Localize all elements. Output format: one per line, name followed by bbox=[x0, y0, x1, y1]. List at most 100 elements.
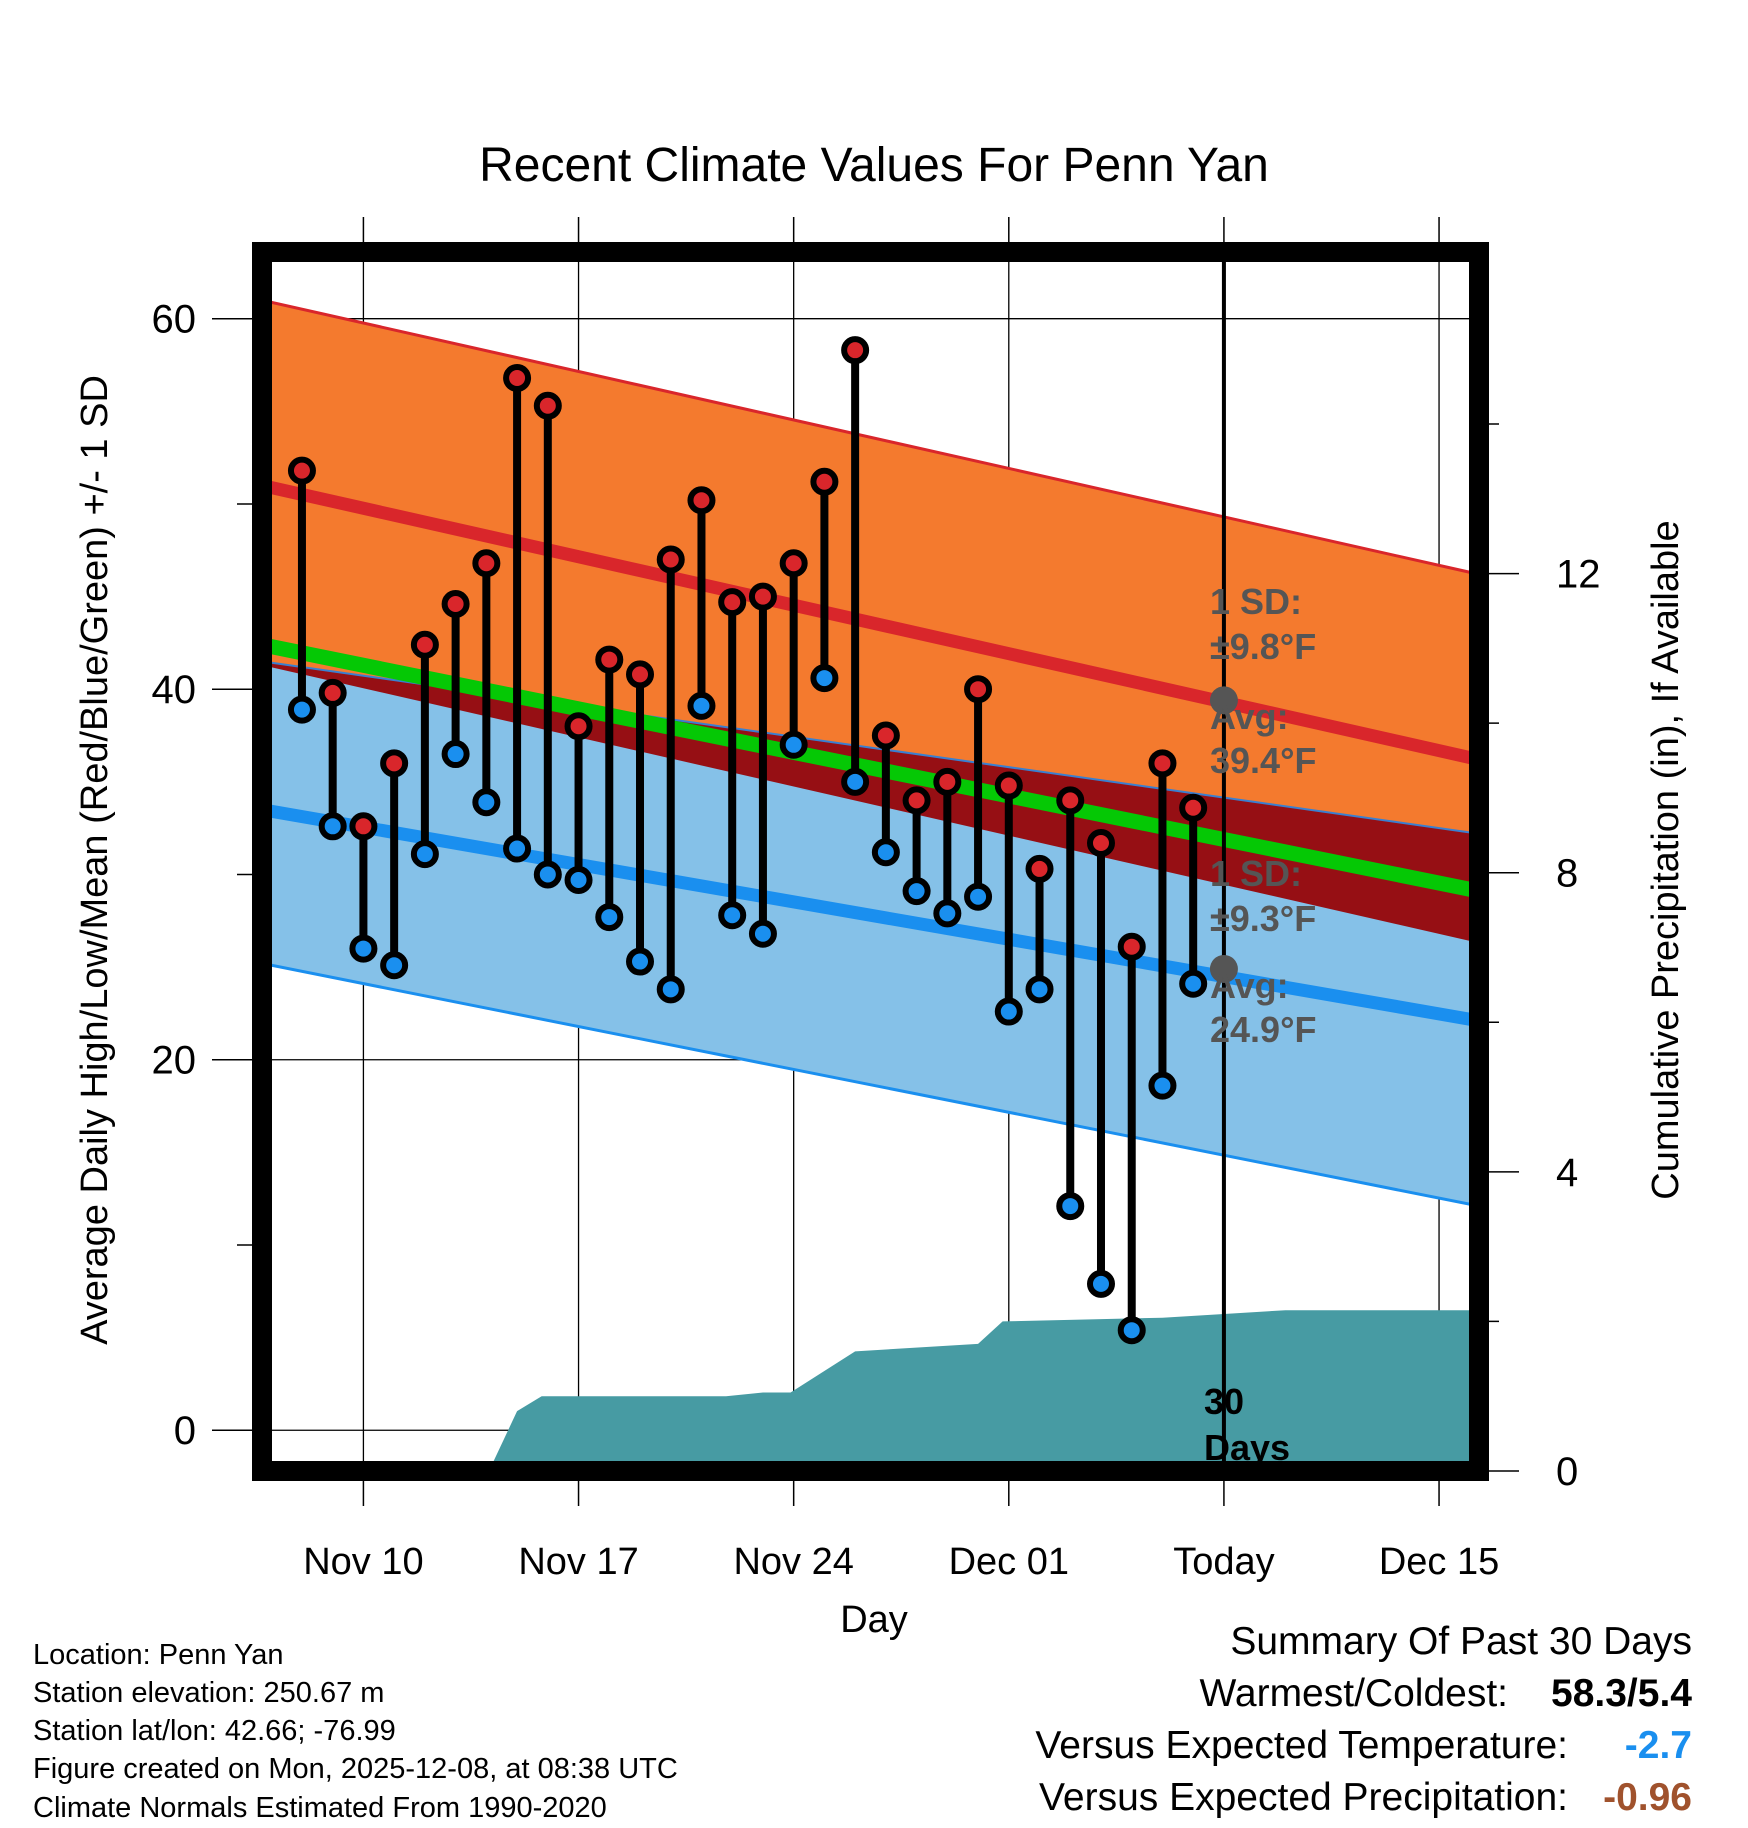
high-point-20 bbox=[902, 786, 931, 815]
low-point-19 bbox=[871, 838, 900, 867]
precip-cumulative-area bbox=[262, 1310, 1479, 1471]
x-tick-label-0: Nov 10 bbox=[303, 1541, 423, 1583]
low-point-2 bbox=[349, 934, 378, 963]
low-point-12 bbox=[656, 975, 685, 1004]
low-point-6 bbox=[472, 788, 501, 817]
station-location: Location: Penn Yan bbox=[33, 1639, 284, 1671]
low-point-29 bbox=[1179, 969, 1208, 998]
high-point-14 bbox=[718, 588, 747, 617]
x-tick-label-4: Today bbox=[1173, 1541, 1274, 1583]
low-avg-label: Avg: bbox=[1210, 965, 1289, 1006]
y2-axis-label: Cumulative Precipitation (in), If Availa… bbox=[1645, 520, 1687, 1199]
y2-tick-label-0: 0 bbox=[1556, 1450, 1578, 1494]
high-point-0 bbox=[287, 456, 316, 485]
low-point-0 bbox=[287, 695, 316, 724]
precip-anomaly-value: -0.96 bbox=[1603, 1776, 1692, 1819]
low-sd-value: ±9.3°F bbox=[1210, 898, 1316, 939]
high-point-23 bbox=[994, 771, 1023, 800]
high-point-10 bbox=[595, 645, 624, 674]
low-point-27 bbox=[1117, 1316, 1146, 1345]
y2-tick-label-3: 12 bbox=[1556, 553, 1601, 597]
x-tick-label-3: Dec 01 bbox=[949, 1541, 1069, 1583]
high-point-17 bbox=[810, 467, 839, 496]
x-tick-label-2: Nov 24 bbox=[733, 1541, 853, 1583]
low-point-7 bbox=[503, 834, 532, 863]
low-point-13 bbox=[687, 691, 716, 720]
y2-tick-label-1: 4 bbox=[1556, 1151, 1578, 1195]
low-point-17 bbox=[810, 664, 839, 693]
warm-cold-label: Warmest/Coldest: bbox=[1199, 1672, 1508, 1715]
y-tick-label-2: 40 bbox=[152, 668, 197, 712]
figure-created: Figure created on Mon, 2025-12-08, at 08… bbox=[33, 1753, 678, 1785]
x-tick-label-1: Nov 17 bbox=[518, 1541, 638, 1583]
high-upper-line bbox=[262, 298, 1479, 576]
high-point-22 bbox=[964, 675, 993, 704]
low-point-16 bbox=[779, 730, 808, 759]
station-elevation: Station elevation: 250.67 m bbox=[33, 1677, 385, 1709]
y-axis-label: Average Daily High/Low/Mean (Red/Blue/Gr… bbox=[74, 375, 116, 1345]
high-point-29 bbox=[1179, 793, 1208, 822]
high-point-5 bbox=[441, 589, 470, 618]
high-point-26 bbox=[1086, 828, 1115, 857]
high-point-18 bbox=[841, 336, 870, 365]
low-point-18 bbox=[841, 767, 870, 796]
mean-avg-line bbox=[262, 637, 1479, 899]
high-point-7 bbox=[503, 363, 532, 392]
low-point-3 bbox=[380, 951, 409, 980]
high-avg-line bbox=[262, 479, 1479, 766]
high-point-19 bbox=[871, 721, 900, 750]
x-tick-labels: Nov 10 Nov 17 Nov 24 Dec 01 Today Dec 15 bbox=[303, 1541, 1499, 1583]
y-tick-labels: 0 20 40 60 bbox=[152, 298, 197, 1454]
annotations: 1 SD: ±9.8°F Avg: 39.4°F 1 SD: ±9.3°F Av… bbox=[1204, 581, 1316, 1468]
high-point-8 bbox=[533, 391, 562, 420]
low-point-20 bbox=[902, 877, 931, 906]
high-sd-label: 1 SD: bbox=[1210, 581, 1302, 622]
high-point-11 bbox=[626, 660, 655, 689]
temp-anomaly-value: -2.7 bbox=[1624, 1724, 1692, 1767]
temp-anomaly-label: Versus Expected Temperature: bbox=[1035, 1724, 1568, 1767]
low-point-5 bbox=[441, 740, 470, 769]
y-tick-label-1: 20 bbox=[152, 1039, 197, 1083]
high-avg-value: 39.4°F bbox=[1210, 740, 1316, 781]
low-avg-line bbox=[262, 803, 1479, 1028]
precip-area bbox=[262, 1310, 1479, 1471]
daily-range-bars bbox=[287, 336, 1208, 1345]
high-point-13 bbox=[687, 486, 716, 515]
y2-tick-labels: 0 4 8 12 bbox=[1556, 553, 1601, 1494]
high-point-2 bbox=[349, 812, 378, 841]
y2-tick-label-2: 8 bbox=[1556, 852, 1578, 896]
precip-anomaly-label: Versus Expected Precipitation: bbox=[1039, 1776, 1568, 1819]
days-count-label: 30 bbox=[1204, 1381, 1244, 1422]
high-point-1 bbox=[318, 678, 347, 707]
high-point-24 bbox=[1025, 854, 1054, 883]
y-tick-label-0: 0 bbox=[174, 1409, 196, 1453]
x-tick-label-5: Dec 15 bbox=[1379, 1541, 1499, 1583]
low-point-22 bbox=[964, 882, 993, 911]
high-point-16 bbox=[779, 549, 808, 578]
high-point-27 bbox=[1117, 932, 1146, 961]
low-point-14 bbox=[718, 901, 747, 930]
high-avg-label: Avg: bbox=[1210, 696, 1289, 737]
today-average-dots bbox=[1209, 686, 1238, 983]
high-sd-value: ±9.8°F bbox=[1210, 626, 1316, 667]
low-sd-label: 1 SD: bbox=[1210, 853, 1302, 894]
y-tick-label-3: 60 bbox=[152, 298, 197, 342]
high-point-15 bbox=[748, 582, 777, 611]
chart-title: Recent Climate Values For Penn Yan bbox=[479, 139, 1269, 192]
low-point-25 bbox=[1056, 1192, 1085, 1221]
high-point-3 bbox=[380, 749, 409, 778]
low-point-11 bbox=[626, 947, 655, 976]
station-latlon: Station lat/lon: 42.66; -76.99 bbox=[33, 1715, 396, 1747]
high-point-12 bbox=[656, 545, 685, 574]
warm-cold-value: 58.3/5.4 bbox=[1551, 1672, 1692, 1715]
x-axis-label: Day bbox=[840, 1599, 908, 1641]
today-low-avg-dot bbox=[1209, 954, 1238, 983]
low-avg-value: 24.9°F bbox=[1210, 1009, 1316, 1050]
low-point-9 bbox=[564, 866, 593, 895]
low-point-26 bbox=[1086, 1269, 1115, 1298]
low-point-24 bbox=[1025, 975, 1054, 1004]
low-lower-line bbox=[262, 961, 1479, 1208]
high-point-25 bbox=[1056, 786, 1085, 815]
high-point-21 bbox=[933, 767, 962, 796]
